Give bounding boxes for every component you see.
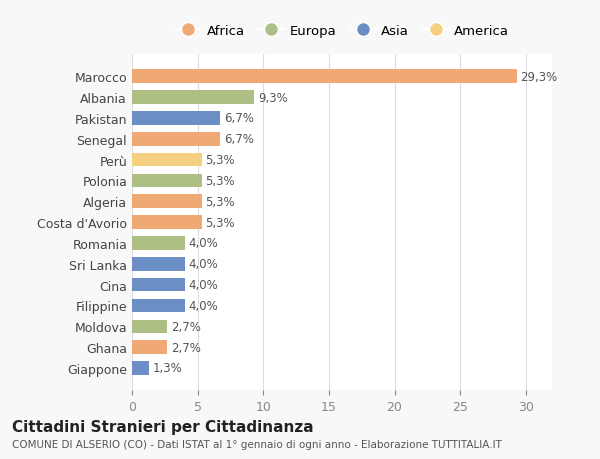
Bar — [132, 112, 220, 125]
Text: 29,3%: 29,3% — [521, 71, 558, 84]
Text: 4,0%: 4,0% — [188, 237, 218, 250]
Bar — [132, 216, 202, 230]
Text: 6,7%: 6,7% — [224, 112, 254, 125]
Text: 5,3%: 5,3% — [205, 196, 235, 208]
Text: 2,7%: 2,7% — [172, 320, 201, 333]
Text: 4,0%: 4,0% — [188, 257, 218, 271]
Text: 1,3%: 1,3% — [153, 362, 183, 375]
Bar — [132, 70, 517, 84]
Bar — [132, 320, 167, 333]
Text: 5,3%: 5,3% — [205, 154, 235, 167]
Bar — [132, 195, 202, 208]
Legend: Africa, Europa, Asia, America: Africa, Europa, Asia, America — [169, 18, 515, 44]
Text: 4,0%: 4,0% — [188, 279, 218, 291]
Text: 6,7%: 6,7% — [224, 133, 254, 146]
Bar — [132, 278, 185, 292]
Bar — [132, 361, 149, 375]
Text: COMUNE DI ALSERIO (CO) - Dati ISTAT al 1° gennaio di ogni anno - Elaborazione TU: COMUNE DI ALSERIO (CO) - Dati ISTAT al 1… — [12, 440, 502, 449]
Bar — [132, 174, 202, 188]
Text: 5,3%: 5,3% — [205, 216, 235, 229]
Text: 4,0%: 4,0% — [188, 299, 218, 312]
Text: Cittadini Stranieri per Cittadinanza: Cittadini Stranieri per Cittadinanza — [12, 420, 314, 435]
Bar — [132, 133, 220, 146]
Text: 2,7%: 2,7% — [172, 341, 201, 354]
Text: 9,3%: 9,3% — [258, 91, 288, 104]
Bar — [132, 91, 254, 105]
Bar — [132, 257, 185, 271]
Bar — [132, 153, 202, 167]
Bar — [132, 299, 185, 313]
Text: 5,3%: 5,3% — [205, 174, 235, 188]
Bar — [132, 237, 185, 250]
Bar — [132, 341, 167, 354]
